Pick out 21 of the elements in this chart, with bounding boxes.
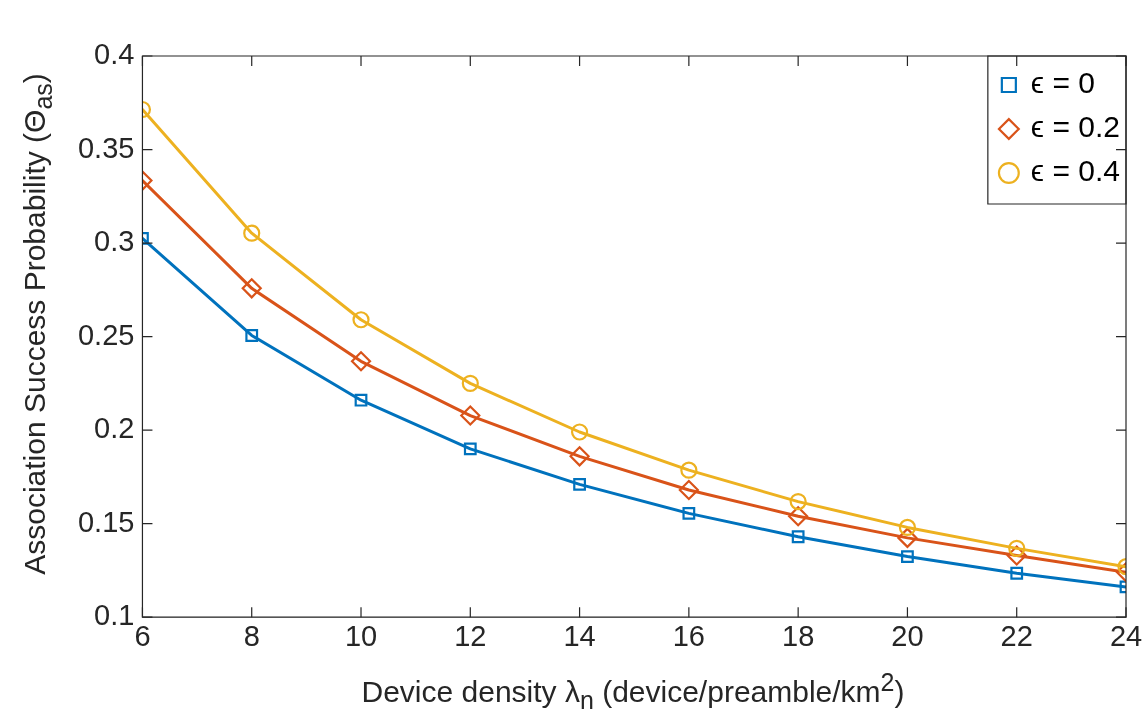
x-tick-label: 14 bbox=[563, 619, 596, 652]
x-tick-label: 24 bbox=[1109, 619, 1143, 652]
x-tick-label: 10 bbox=[344, 619, 378, 652]
y-tick-label: 0.1 bbox=[94, 599, 135, 632]
y-tick-label: 0.25 bbox=[77, 318, 135, 351]
legend-label: ϵ = 0.2 bbox=[1030, 110, 1121, 144]
y-tick-label: 0.3 bbox=[94, 225, 135, 258]
x-tick-label: 16 bbox=[672, 619, 705, 652]
legend-label: ϵ = 0.4 bbox=[1030, 154, 1121, 188]
y-tick-label: 0.2 bbox=[94, 412, 135, 445]
y-tick-label: 0.35 bbox=[77, 131, 135, 164]
legend-label: ϵ = 0 bbox=[1030, 66, 1095, 100]
x-tick-label: 8 bbox=[243, 619, 260, 652]
x-tick-label: 6 bbox=[134, 619, 151, 652]
x-tick-label: 22 bbox=[1000, 619, 1033, 652]
y-tick-label: 0.4 bbox=[94, 38, 135, 70]
y-tick-label: 0.15 bbox=[77, 505, 135, 538]
x-tick-label: 12 bbox=[454, 619, 487, 652]
x-tick-label: 18 bbox=[782, 619, 815, 652]
x-axis-title: Device density λ$_{n}$ (device/preamble/km$^{2}$) bbox=[360, 668, 906, 715]
x-tick-label: 20 bbox=[891, 619, 924, 652]
